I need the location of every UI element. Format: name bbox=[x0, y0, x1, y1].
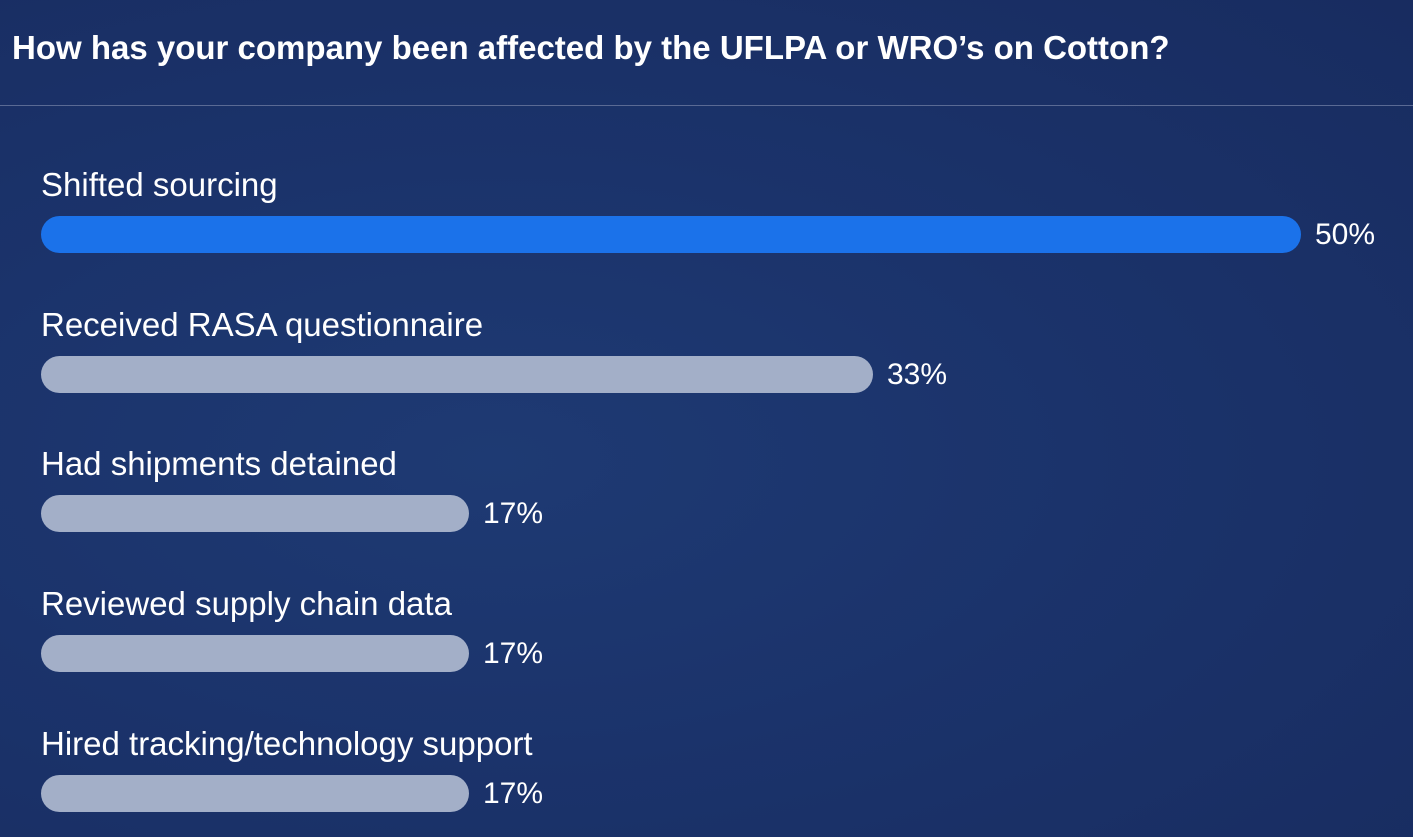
poll-header: How has your company been affected by th… bbox=[0, 0, 1413, 106]
percentage-label: 17% bbox=[483, 497, 544, 531]
result-bar bbox=[41, 495, 469, 533]
option-label: Shifted sourcing bbox=[41, 166, 278, 203]
percentage-label: 50% bbox=[1315, 218, 1376, 251]
percentage-label: 17% bbox=[483, 637, 544, 671]
option-label: Received RASA questionnaire bbox=[41, 305, 484, 343]
bar-track bbox=[41, 774, 1301, 812]
bar-track bbox=[41, 495, 1301, 533]
bar-track bbox=[41, 216, 1301, 253]
result-bar bbox=[41, 216, 1301, 253]
option-label: Had shipments detained bbox=[41, 445, 397, 483]
result-bar bbox=[41, 635, 469, 673]
result-bar bbox=[41, 774, 469, 812]
result-bar bbox=[41, 355, 873, 393]
bar-track bbox=[41, 355, 1301, 393]
poll-question-title: How has your company been affected by th… bbox=[12, 29, 1170, 66]
option-label: Reviewed supply chain data bbox=[41, 585, 452, 623]
percentage-label: 33% bbox=[887, 357, 948, 391]
percentage-label: 17% bbox=[483, 776, 544, 810]
bar-track bbox=[41, 635, 1301, 673]
option-label: Hired tracking/technology support bbox=[41, 724, 533, 762]
